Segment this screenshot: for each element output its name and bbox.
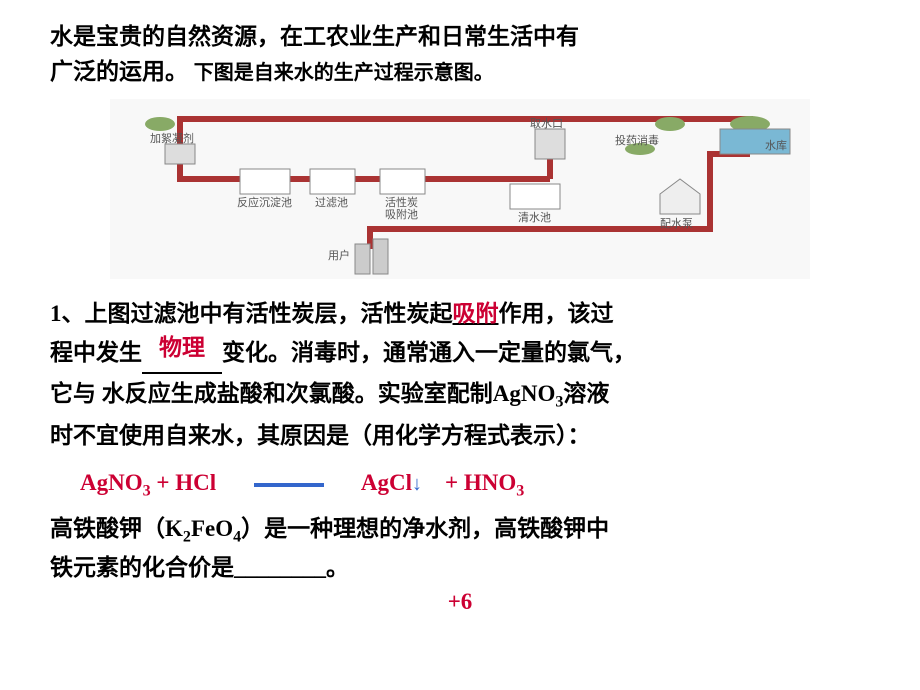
label-filter: 过滤池	[315, 196, 348, 209]
eq-r1: AgNO	[80, 470, 143, 495]
eq-p1: AgCl	[361, 470, 412, 495]
q2-line1a: 高铁酸钾（K	[50, 516, 183, 541]
water-treatment-diagram: 水库 取水口 投药消毒 加絮凝剂 反应沉淀池 过滤池 活性炭 吸附池 清水池 配…	[110, 99, 810, 279]
label-pump: 配水泵	[660, 217, 693, 230]
eq-arrow-line	[254, 483, 324, 487]
q2-sub2: 4	[233, 528, 241, 545]
q1-line3: 它与 水反应生成盐酸和次氯酸。实验室配制AgNO	[50, 381, 555, 406]
q1-line4: 时不宜使用自来水，其原因是（用化学方程式表示）：	[50, 423, 591, 448]
q1-blank2: 物理	[142, 333, 222, 374]
eq-r1s: 3	[143, 483, 151, 500]
label-coagulant: 加絮凝剂	[150, 131, 194, 145]
eq-precipitate-arrow: ↓	[412, 473, 422, 495]
question-1: 1、上图过滤池中有活性炭层，活性炭起吸附作用，该过 程中发生物理 变化。消毒时，…	[50, 294, 870, 455]
q2-line1b: FeO	[191, 516, 233, 541]
label-disinfect: 投药消毒	[615, 133, 659, 147]
q1-line2a: 程中发生	[50, 340, 142, 365]
label-carbon1: 活性炭	[385, 195, 418, 209]
q1-line3end: 溶液	[563, 381, 609, 406]
label-reservoir: 水库	[765, 139, 787, 152]
label-carbon2: 吸附池	[385, 207, 418, 221]
eq-plus1: +	[156, 470, 175, 495]
label-clearpool: 清水池	[518, 211, 551, 224]
label-intake: 取水口	[530, 117, 563, 130]
q2-line1c: ）是一种理想的净水剂，高铁酸钾中	[241, 516, 609, 541]
intro-line1: 水是宝贵的自然资源，在工农业生产和日常生活中有	[50, 24, 579, 49]
q1-line2b: 变化。消毒时，通常通入一定量的氯气，	[222, 340, 636, 365]
label-user: 用户	[328, 248, 350, 262]
intro-line2: 广泛的运用。	[50, 59, 188, 84]
q1-answer2: 物理	[159, 328, 205, 367]
intro-sub: 下图是自来水的生产过程示意图。	[194, 62, 494, 84]
eq-p2s: 3	[516, 483, 524, 500]
q1-mid1: 作用，该过	[499, 301, 614, 326]
eq-r2: HCl	[175, 470, 216, 495]
intro-paragraph: 水是宝贵的自然资源，在工农业生产和日常生活中有 广泛的运用。 下图是自来水的生产…	[50, 20, 870, 89]
chemical-equation: AgNO3 + HCl AgCl↓ + HNO3	[80, 470, 870, 501]
q2-answer: +6	[50, 589, 870, 615]
q2-line2: 铁元素的化合价是________。	[50, 555, 349, 580]
question-2: 高铁酸钾（K2FeO4）是一种理想的净水剂，高铁酸钾中 铁元素的化合价是____…	[50, 511, 870, 587]
q1-answer1: 吸附	[453, 301, 499, 326]
q2-sub1: 2	[183, 528, 191, 545]
label-reaction: 反应沉淀池	[237, 195, 292, 209]
eq-plus2: +	[439, 470, 464, 495]
q1-prefix: 1、上图过滤池中有活性炭层，活性炭起	[50, 301, 453, 326]
eq-p2: HNO	[464, 470, 516, 495]
